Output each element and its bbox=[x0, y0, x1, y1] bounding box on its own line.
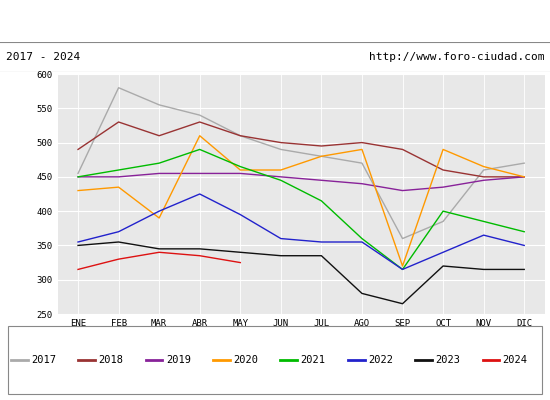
Text: 2018: 2018 bbox=[98, 355, 124, 365]
Text: http://www.foro-ciudad.com: http://www.foro-ciudad.com bbox=[369, 52, 544, 62]
Text: 2024: 2024 bbox=[503, 355, 528, 365]
Text: 2021: 2021 bbox=[301, 355, 326, 365]
Text: 2022: 2022 bbox=[368, 355, 393, 365]
Text: 2017: 2017 bbox=[31, 355, 56, 365]
Text: Evolucion del paro registrado en La Puebla de Almoradiel: Evolucion del paro registrado en La Pueb… bbox=[51, 14, 499, 28]
Text: 2023: 2023 bbox=[436, 355, 460, 365]
Text: 2020: 2020 bbox=[233, 355, 258, 365]
FancyBboxPatch shape bbox=[8, 326, 542, 394]
Text: 2019: 2019 bbox=[166, 355, 191, 365]
Text: 2017 - 2024: 2017 - 2024 bbox=[6, 52, 80, 62]
